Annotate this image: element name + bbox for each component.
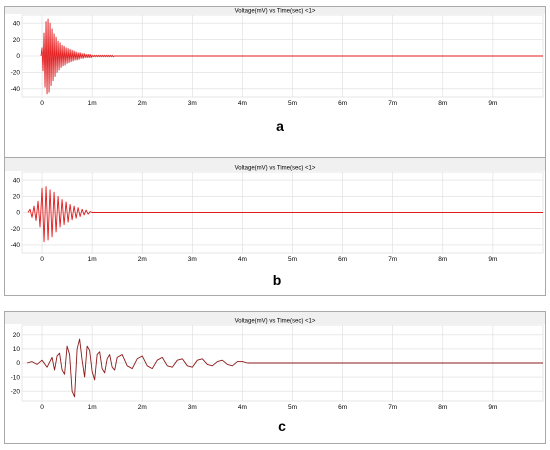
voltage-series-line [40,18,543,95]
x-tick-label: 4m [238,256,247,263]
chart-title-bar [5,7,545,14]
y-tick-label: -20 [11,70,21,77]
y-tick-label: 0 [16,53,20,60]
x-tick-label: 7m [388,404,397,411]
panel-letter-b: b [272,272,282,288]
y-tick-label: 20 [13,37,21,44]
y-tick-label: -20 [11,388,21,395]
chart-svg-b: Voltage(mV) vs Time(sec) <1> 0 1m 2m 3m 4m 5m 6… [5,158,545,263]
x-tick-label: 6m [338,256,347,263]
y-tick-label: 0 [16,360,20,367]
chart-title-bar [5,312,545,324]
chart-svg-c: Voltage(mV) vs Time(sec) <1> 0 1m 2m 3m 4m 5m 6… [5,312,545,411]
x-tick-label: 5m [288,100,297,107]
panel-letter-c: c [278,418,286,434]
chart-title: Voltage(mV) vs Time(sec) <1> [235,9,316,15]
chart-panel-b: Voltage(mV) vs Time(sec) <1> 0 1m 2m 3m 4m 5m 6… [4,157,546,296]
y-tick-label: -20 [11,226,21,233]
chart-panel-c: Voltage(mV) vs Time(sec) <1> 0 1m 2m 3m 4m 5m 6… [4,311,546,444]
x-tick-label: 1m [88,100,97,107]
x-tick-label: 4m [238,404,247,411]
x-tick-label: 3m [188,100,197,107]
x-tick-label: 2m [138,256,147,263]
x-tick-label: 9m [488,256,497,263]
x-tick-label: 4m [238,100,247,107]
y-tick-label: 20 [13,332,21,339]
x-tick-label: 6m [338,100,347,107]
voltage-series-line [27,186,543,243]
y-tick-label: 0 [16,210,20,217]
x-tick-label: 9m [488,404,497,411]
x-tick-label: 3m [188,256,197,263]
chart-panel-a: Voltage(mV) vs Time(sec) <1> 0 1m 2m 3m 4m 5m 6… [4,6,546,158]
x-tick-label: 2m [138,404,147,411]
x-tick-label: 0 [40,404,44,411]
y-tick-label: 40 [13,20,21,27]
x-tick-label: 8m [438,404,447,411]
x-tick-label: 8m [438,100,447,107]
x-tick-label: 1m [88,256,97,263]
y-tick-label: 20 [13,194,21,201]
y-tick-label: -40 [11,86,21,93]
chart-title: Voltage(mV) vs Time(sec) <1> [235,166,316,172]
x-tick-label: 0 [40,100,44,107]
x-tick-label: 3m [188,404,197,411]
x-tick-label: 0 [40,256,44,263]
y-tick-label: -10 [11,374,21,381]
x-tick-label: 1m [88,404,97,411]
x-tick-label: 7m [388,100,397,107]
x-tick-label: 2m [138,100,147,107]
chart-title-bar [5,158,545,171]
chart-svg-a: Voltage(mV) vs Time(sec) <1> 0 1m 2m 3m 4m 5m 6… [5,7,545,107]
x-tick-label: 5m [288,256,297,263]
chart-title: Voltage(mV) vs Time(sec) <1> [235,319,316,325]
x-tick-label: 7m [388,256,397,263]
voltage-series-line [26,338,543,398]
panel-letter-a: a [276,118,284,134]
y-tick-label: -40 [11,242,21,249]
x-tick-label: 5m [288,404,297,411]
x-tick-label: 8m [438,256,447,263]
x-tick-label: 9m [488,100,497,107]
x-tick-label: 6m [338,404,347,411]
y-tick-label: 40 [13,177,21,184]
y-tick-label: 10 [13,346,21,353]
